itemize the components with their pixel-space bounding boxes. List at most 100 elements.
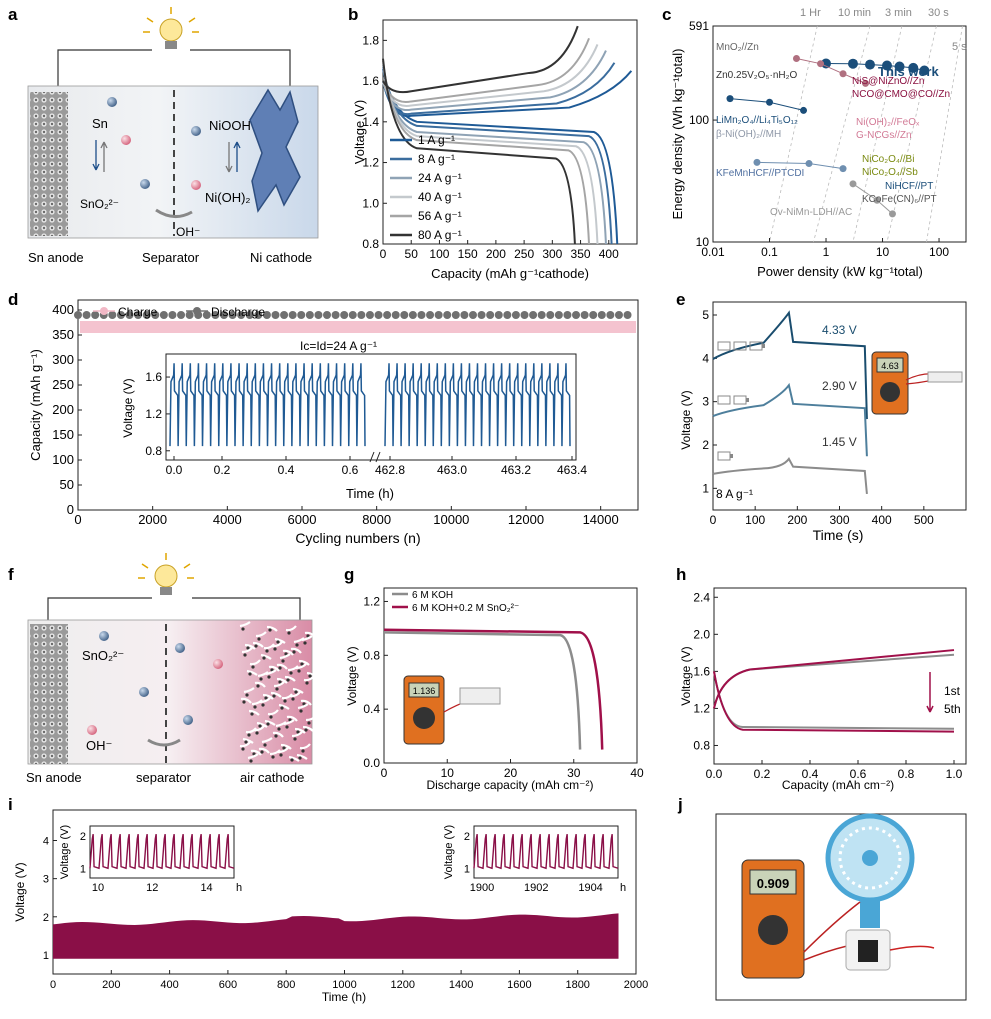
voltage-trace xyxy=(384,363,571,447)
discharge-point xyxy=(417,311,426,319)
catalyst-dot xyxy=(286,678,290,682)
axes-b xyxy=(382,19,638,245)
y-tick-label: 0 xyxy=(67,502,74,517)
y-tick-label: 5 xyxy=(702,308,709,322)
catalyst-dot xyxy=(273,647,277,651)
series-annotation: NCO@CMO@CO//Zn xyxy=(852,89,950,100)
series-annotation: G-NCGs//Zn xyxy=(856,130,912,141)
y-tick-label: 1.2 xyxy=(362,156,379,170)
catalyst-dot xyxy=(279,753,283,757)
data-point xyxy=(894,61,905,72)
x-tick-label: 0.0 xyxy=(166,463,183,477)
series-annotation: Ni(OH)₂//FeOₓ xyxy=(856,117,920,128)
discharge-point xyxy=(228,311,237,319)
discharge-point xyxy=(168,311,177,319)
discharge-point xyxy=(305,311,314,319)
x-tick-label: 300 xyxy=(829,513,849,527)
data-point xyxy=(862,79,870,87)
x-tick-label: 14 xyxy=(200,882,212,894)
air-fiber xyxy=(259,697,271,704)
air-fiber xyxy=(244,643,256,650)
discharge-point xyxy=(245,311,254,319)
xlabel-h: Capacity (mAh cm⁻²) xyxy=(782,778,894,792)
time-guide-line xyxy=(813,25,871,243)
discharge-point xyxy=(323,311,332,319)
catalyst-dot xyxy=(247,733,251,737)
x-tick-label: 500 xyxy=(914,513,934,527)
y-tick-label: 1.6 xyxy=(693,664,710,678)
data-point xyxy=(888,210,896,218)
label-sno2-f: SnO₂²⁻ xyxy=(82,648,124,663)
panel-letter-g: g xyxy=(344,565,354,584)
air-fiber xyxy=(265,669,277,676)
data-point xyxy=(805,160,813,168)
catalyst-dot xyxy=(280,706,284,710)
legend-label: 24 A g⁻¹ xyxy=(418,171,462,185)
air-fiber xyxy=(276,677,288,684)
discharge-point xyxy=(494,311,503,319)
ylabel-b: Voltage (V) xyxy=(352,100,367,164)
air-fiber xyxy=(271,641,283,648)
x-tick-label: 0.1 xyxy=(761,245,778,259)
discharge-point xyxy=(202,311,211,319)
air-fiber xyxy=(263,643,275,650)
air-fiber xyxy=(251,699,263,706)
x-tick-label: 40 xyxy=(630,766,644,780)
panel-letter-i: i xyxy=(8,795,13,814)
air-fiber xyxy=(245,727,257,734)
x-tick-label: 4000 xyxy=(213,512,242,527)
series-annotation: NiHCF//PT xyxy=(885,181,933,192)
y-tick-label: 150 xyxy=(52,427,74,442)
label-oh: OH⁻ xyxy=(176,225,200,239)
y-tick-label: 1.6 xyxy=(362,74,379,88)
discharge-point xyxy=(529,311,538,319)
time-guide-label: 10 min xyxy=(838,7,871,19)
series-annotation: NiS@NiZnO//Zn xyxy=(852,76,924,87)
catalyst-dot xyxy=(307,721,311,725)
label-sno2: SnO₂²⁻ xyxy=(80,197,119,211)
air-fiber xyxy=(261,737,273,744)
catalyst-dot xyxy=(259,677,263,681)
x-tick-label: 0 xyxy=(50,979,56,991)
light-bulb-icon xyxy=(143,7,199,49)
label-first-cycle: 1st xyxy=(944,684,961,698)
y-tick-label: 300 xyxy=(52,352,74,367)
time-guide-line xyxy=(886,25,937,243)
air-fiber xyxy=(306,671,318,678)
air-fiber xyxy=(284,675,296,682)
catalyst-dot xyxy=(272,694,276,698)
x-tick-label: 463.2 xyxy=(501,463,531,477)
data-point xyxy=(839,70,847,78)
air-fiber xyxy=(240,697,252,704)
discharge-point xyxy=(134,311,143,319)
series-annotation: NiCo₂O₄//Sb xyxy=(862,167,918,178)
discharge-point xyxy=(331,311,340,319)
sn-anode-mesh xyxy=(30,92,68,236)
panel-a: a Sn SnO₂²⁻ NiOOH Ni(OH)₂ OH⁻ Sn anode S… xyxy=(8,5,319,265)
ylabel-i: Voltage (V) xyxy=(13,862,27,921)
air-fiber xyxy=(291,731,303,738)
discharge-curve xyxy=(713,671,955,733)
air-fiber xyxy=(260,653,272,660)
axes-h xyxy=(713,587,967,765)
x-tick-label: 0.2 xyxy=(214,463,231,477)
voltage-curve xyxy=(712,310,868,420)
air-fiber xyxy=(301,635,313,642)
y-tick-label: 1.6 xyxy=(145,370,162,384)
label-v1: 4.33 V xyxy=(822,323,857,337)
discharge-point xyxy=(237,311,246,319)
this-work-label: This work xyxy=(878,64,939,79)
catalyst-dot xyxy=(292,650,296,654)
voltage-trace xyxy=(473,833,619,870)
catalyst-dot xyxy=(282,746,286,750)
air-fiber xyxy=(252,641,264,648)
y-tick-label: 350 xyxy=(52,327,74,342)
data-point xyxy=(919,65,930,76)
catalyst-dot xyxy=(268,628,272,632)
label-sn: Sn xyxy=(92,116,108,131)
catalyst-dot xyxy=(296,730,300,734)
x-tick-label: 400 xyxy=(160,979,178,991)
air-fiber xyxy=(297,703,309,710)
